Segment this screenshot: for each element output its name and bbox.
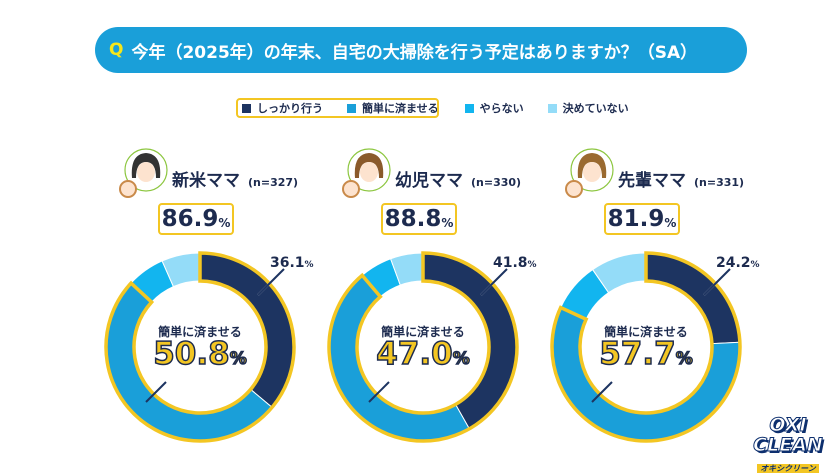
panel-1: 新米ママ (n=327) 86.9% 簡単に済ませる 50.8% 36.1%: [100, 140, 330, 470]
center-label: 簡単に済ませる: [381, 325, 465, 339]
legend-label: 簡単に済ませる: [362, 102, 439, 115]
legend-swatch: [547, 103, 557, 113]
group-name: 幼児ママ (n=330): [395, 171, 522, 191]
question-text: 今年（2025年）の年末、自宅の大掃除を行う予定はありますか？（SA）: [131, 42, 698, 63]
mother-child-avatar-icon: [119, 148, 168, 198]
oxiclean-logo: OXI CLEAN オキシクリーン: [753, 414, 823, 473]
sample-size: (n=330): [471, 176, 522, 189]
center-leader-line: [368, 381, 390, 403]
dark-segment-label: 24.2%: [716, 255, 760, 271]
center-label: 簡単に済ませる: [604, 325, 688, 339]
dark-leader-line: [703, 268, 731, 296]
center-value: 57.7%: [598, 335, 693, 373]
q-mark: Q: [109, 40, 124, 60]
legend-swatch: [242, 103, 251, 113]
legend-highlight-box: [236, 98, 439, 118]
donut-chart: [550, 251, 742, 443]
total-percent-badge: 88.8%: [381, 203, 457, 235]
center-leader-line: [591, 381, 613, 403]
legend-swatch: [464, 103, 474, 113]
legend-label: 決めていない: [562, 102, 629, 115]
question-banner: Q 今年（2025年）の年末、自宅の大掃除を行う予定はありますか？（SA）: [95, 27, 747, 73]
group-name: 先輩ママ (n=331): [618, 171, 745, 191]
panel-2: 幼児ママ (n=330) 88.8% 簡単に済ませる 47.0% 41.8%: [323, 140, 553, 470]
total-percent-badge: 81.9%: [604, 203, 680, 235]
sample-size: (n=331): [694, 176, 745, 189]
center-leader-line: [145, 381, 167, 403]
mother-child-avatar-icon: [342, 148, 391, 198]
legend-item: 決めていない: [542, 99, 629, 117]
legend-label: しっかり行う: [257, 102, 323, 115]
panel-3: 先輩ママ (n=331) 81.9% 簡単に済ませる 57.7% 24.2%: [546, 140, 776, 470]
highlight-outline: [104, 251, 296, 443]
group-name: 新米ママ (n=327): [172, 171, 299, 191]
legend-item: 簡単に済ませる: [341, 99, 439, 117]
dark-leader-line: [480, 268, 508, 296]
legend-item: しっかり行う: [236, 99, 323, 117]
dark-segment-label: 36.1%: [270, 255, 314, 271]
highlight-outline: [327, 251, 519, 443]
center-value: 47.0%: [375, 335, 470, 373]
legend-label: やらない: [479, 102, 524, 115]
legend: しっかり行う 簡単に済ませる やらない 決めていない: [236, 98, 647, 118]
total-percent-badge: 86.9%: [158, 203, 234, 235]
sample-size: (n=327): [248, 176, 299, 189]
center-value: 50.8%: [152, 335, 247, 373]
dark-leader-line: [257, 268, 285, 296]
donut-chart: [104, 251, 296, 443]
mother-child-avatar-icon: [565, 148, 614, 198]
legend-item: やらない: [459, 99, 524, 117]
legend-swatch: [347, 103, 356, 113]
center-label: 簡単に済ませる: [158, 325, 242, 339]
donut-chart: [327, 251, 519, 443]
dark-segment-label: 41.8%: [493, 255, 537, 271]
highlight-outline: [550, 251, 742, 443]
